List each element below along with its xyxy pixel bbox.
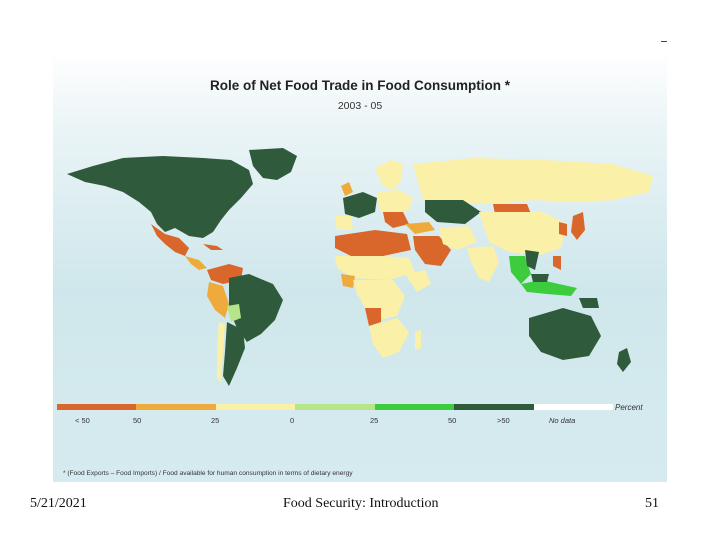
region-korea	[559, 222, 567, 236]
legend-swatch	[374, 404, 455, 410]
region-horn-of-africa	[405, 270, 431, 292]
legend-swatch	[295, 404, 375, 410]
footer-title: Food Security: Introduction	[283, 496, 439, 511]
region-central-europe	[377, 190, 413, 214]
region-japan	[571, 212, 585, 240]
legend-swatch	[454, 404, 534, 410]
region-southern-cone	[223, 322, 245, 386]
region-angola	[365, 308, 381, 326]
region-north-america	[67, 156, 253, 238]
region-sahel	[335, 256, 415, 280]
region-indonesia	[521, 280, 577, 296]
world-map	[67, 148, 653, 386]
legend-tick: 25	[370, 416, 379, 425]
legend-swatch	[215, 404, 296, 410]
region-central-america	[185, 256, 207, 270]
region-central-africa	[353, 280, 405, 320]
legend-tick: 0	[290, 416, 295, 425]
region-scandinavia	[375, 160, 403, 190]
region-north-africa	[335, 230, 411, 256]
region-philippines	[553, 256, 561, 270]
map-subtitle: 2003 - 05	[337, 100, 383, 112]
region-greenland	[249, 148, 297, 180]
region-russia	[413, 158, 653, 204]
legend-tick: No data	[549, 416, 576, 425]
region-peru	[207, 282, 229, 318]
footer-date: 5/21/2021	[30, 496, 87, 511]
region-caribbean	[203, 244, 223, 250]
legend-tick: >50	[497, 416, 510, 425]
region-kazakhstan	[425, 200, 481, 224]
region-brazil	[229, 274, 283, 342]
legend-unit: Percent	[615, 403, 643, 412]
region-turkey	[405, 222, 435, 234]
legend-swatch	[533, 404, 613, 410]
legend-tick: 50	[448, 416, 457, 425]
region-bolivia	[227, 304, 241, 322]
region-india	[467, 246, 499, 282]
legend-swatch	[57, 404, 137, 410]
map-footnote: * (Food Exports – Food Imports) / Food a…	[63, 470, 353, 477]
legend-tick: < 50	[75, 416, 90, 425]
region-iberia	[335, 216, 353, 230]
region-china	[479, 212, 567, 256]
region-png	[579, 298, 599, 308]
corner-dash	[661, 41, 667, 42]
region-middle-east	[413, 236, 451, 266]
region-western-europe	[343, 192, 377, 218]
region-mexico	[151, 224, 189, 256]
region-indochina	[525, 250, 539, 270]
region-malaysia	[531, 274, 549, 282]
region-west-africa-coast	[341, 274, 355, 288]
map-legend	[57, 404, 613, 410]
legend-tick: 50	[133, 416, 142, 425]
region-iran-central-asia	[439, 226, 477, 250]
legend-tick: 25	[211, 416, 220, 425]
legend-swatch	[136, 404, 216, 410]
region-madagascar	[415, 330, 421, 350]
region-chile	[217, 322, 225, 382]
map-panel: Role of Net Food Trade in Food Consumpti…	[53, 52, 667, 482]
region-balkans	[383, 212, 409, 228]
region-southern-africa	[369, 318, 409, 358]
region-uk	[341, 182, 353, 196]
map-title: Role of Net Food Trade in Food Consumpti…	[210, 78, 510, 93]
region-australia	[529, 308, 601, 360]
footer-page-number: 51	[645, 496, 659, 511]
region-southeast-asia	[509, 256, 531, 284]
region-new-zealand	[617, 348, 631, 372]
